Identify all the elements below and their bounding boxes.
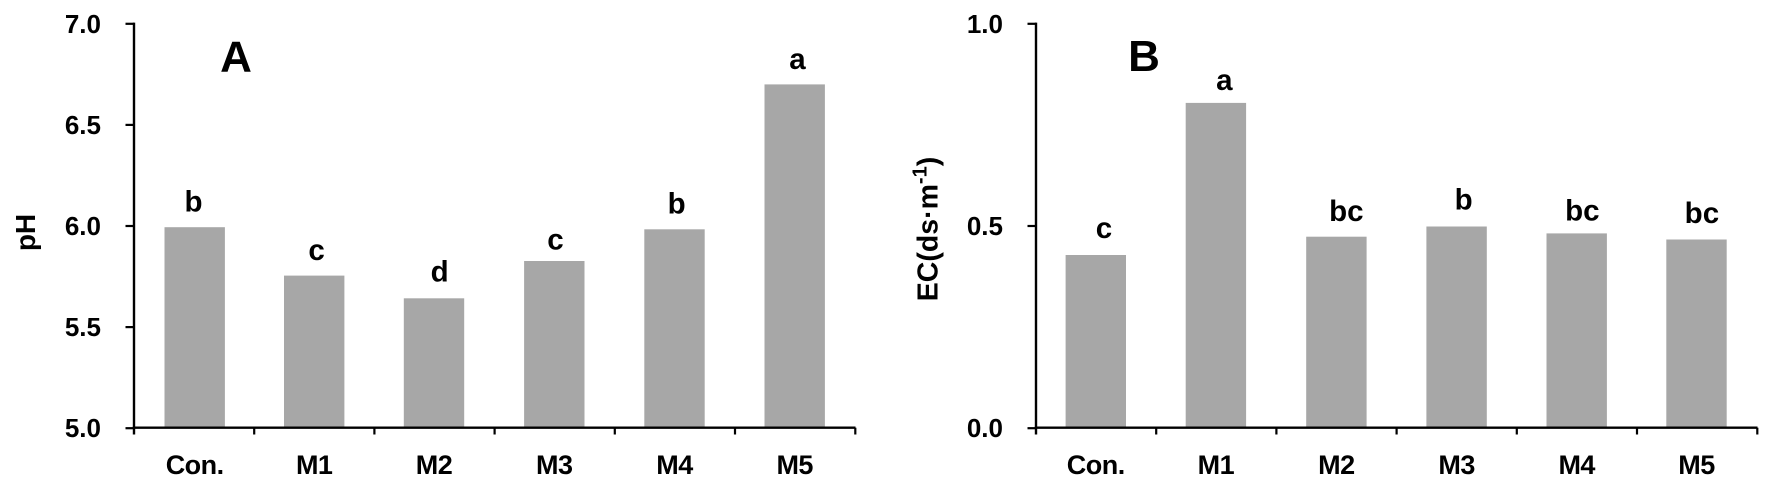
svg-text:pH: pH xyxy=(10,214,41,251)
svg-text:M2: M2 xyxy=(416,450,453,480)
svg-text:d: d xyxy=(431,256,449,289)
svg-text:6.0: 6.0 xyxy=(65,211,101,241)
svg-text:6.5: 6.5 xyxy=(65,110,101,140)
svg-text:c: c xyxy=(308,234,324,267)
svg-text:M5: M5 xyxy=(1678,450,1715,480)
svg-text:bc: bc xyxy=(1685,197,1719,230)
svg-text:5.5: 5.5 xyxy=(65,312,101,342)
svg-text:M2: M2 xyxy=(1318,450,1355,480)
svg-text:b: b xyxy=(184,186,202,219)
svg-text:c: c xyxy=(1096,212,1112,245)
svg-text:5.0: 5.0 xyxy=(65,413,101,443)
svg-text:A: A xyxy=(220,32,252,81)
svg-text:B: B xyxy=(1128,32,1160,81)
svg-text:b: b xyxy=(1455,184,1473,217)
svg-text:c: c xyxy=(547,224,563,257)
svg-text:a: a xyxy=(1216,64,1233,97)
svg-text:a: a xyxy=(789,43,806,76)
svg-text:bc: bc xyxy=(1565,195,1599,228)
svg-text:Con.: Con. xyxy=(1067,450,1125,480)
svg-text:M1: M1 xyxy=(1198,450,1235,480)
svg-text:1.0: 1.0 xyxy=(967,9,1003,39)
svg-text:M3: M3 xyxy=(1438,450,1475,480)
svg-text:0.5: 0.5 xyxy=(967,211,1003,241)
svg-text:bc: bc xyxy=(1329,195,1363,228)
svg-text:7.0: 7.0 xyxy=(65,9,101,39)
svg-text:Con.: Con. xyxy=(166,450,224,480)
svg-text:M5: M5 xyxy=(776,450,813,480)
svg-text:M4: M4 xyxy=(656,450,693,480)
svg-text:b: b xyxy=(668,187,686,220)
svg-text:0.0: 0.0 xyxy=(967,413,1003,443)
svg-text:M4: M4 xyxy=(1558,450,1595,480)
svg-text:M1: M1 xyxy=(296,450,333,480)
svg-text:M3: M3 xyxy=(536,450,573,480)
